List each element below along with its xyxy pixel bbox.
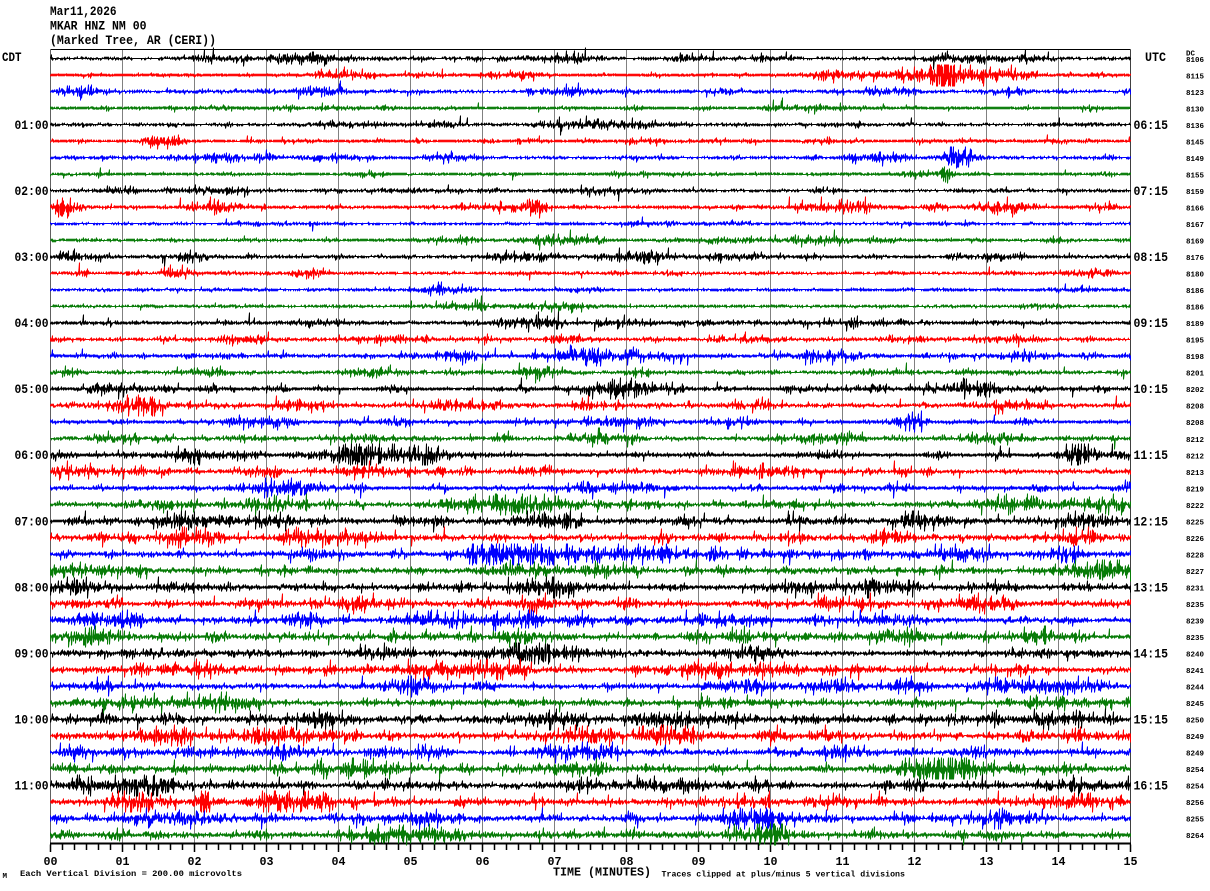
svg-text:8149: 8149 — [1186, 156, 1204, 164]
svg-text:8212: 8212 — [1186, 453, 1204, 461]
svg-text:15:15: 15:15 — [1134, 714, 1169, 728]
svg-text:8213: 8213 — [1186, 470, 1204, 478]
svg-text:DC: DC — [1186, 51, 1195, 59]
svg-text:03:00: 03:00 — [15, 251, 49, 265]
svg-text:04: 04 — [332, 855, 346, 869]
svg-text:8106: 8106 — [1186, 57, 1204, 65]
svg-text:8212: 8212 — [1186, 437, 1204, 445]
svg-text:08:00: 08:00 — [15, 581, 49, 595]
svg-text:8123: 8123 — [1186, 90, 1204, 98]
svg-text:8159: 8159 — [1186, 189, 1204, 197]
svg-text:08:15: 08:15 — [1134, 251, 1169, 265]
svg-text:09: 09 — [692, 855, 706, 869]
svg-text:14:15: 14:15 — [1134, 647, 1169, 661]
svg-text:8198: 8198 — [1186, 354, 1204, 362]
svg-text:16:15: 16:15 — [1134, 780, 1169, 794]
svg-text:8255: 8255 — [1186, 817, 1204, 825]
svg-text:00: 00 — [44, 855, 58, 869]
svg-text:8189: 8189 — [1186, 321, 1204, 329]
svg-text:01:00: 01:00 — [15, 119, 49, 133]
svg-text:Traces clipped at plus/minus 5: Traces clipped at plus/minus 5 vertical … — [662, 870, 906, 880]
svg-text:06:15: 06:15 — [1134, 119, 1169, 133]
svg-text:09:00: 09:00 — [15, 647, 49, 661]
svg-text:8145: 8145 — [1186, 139, 1204, 147]
svg-text:8245: 8245 — [1186, 701, 1204, 709]
svg-text:8226: 8226 — [1186, 536, 1204, 544]
svg-text:10:00: 10:00 — [15, 714, 49, 728]
svg-text:8155: 8155 — [1186, 172, 1204, 180]
svg-text:8115: 8115 — [1186, 73, 1204, 81]
svg-text:02:00: 02:00 — [15, 185, 49, 199]
svg-text:02: 02 — [188, 855, 202, 869]
svg-text:8241: 8241 — [1186, 668, 1204, 676]
svg-text:TIME (MINUTES): TIME (MINUTES) — [553, 867, 651, 880]
svg-text:8225: 8225 — [1186, 519, 1204, 527]
svg-text:12:15: 12:15 — [1134, 515, 1169, 529]
svg-text:Each Vertical Division = 200.: Each Vertical Division = 200.00 microvol… — [20, 869, 242, 879]
svg-text:8228: 8228 — [1186, 552, 1204, 560]
svg-text:8254: 8254 — [1186, 767, 1204, 775]
svg-text:8186: 8186 — [1186, 288, 1204, 296]
svg-text:8244: 8244 — [1186, 685, 1204, 693]
svg-text:8249: 8249 — [1186, 751, 1204, 759]
svg-text:8235: 8235 — [1186, 635, 1204, 643]
svg-text:8208: 8208 — [1186, 420, 1204, 428]
svg-text:08: 08 — [620, 855, 634, 869]
svg-text:10: 10 — [764, 855, 778, 869]
svg-text:UTC: UTC — [1145, 51, 1166, 65]
svg-text:8256: 8256 — [1186, 800, 1204, 808]
svg-text:8219: 8219 — [1186, 486, 1204, 494]
svg-text:8240: 8240 — [1186, 652, 1204, 660]
svg-text:MKAR HNZ NM 00: MKAR HNZ NM 00 — [50, 20, 147, 34]
svg-text:8202: 8202 — [1186, 387, 1204, 395]
svg-text:8264: 8264 — [1186, 833, 1204, 841]
svg-text:8130: 8130 — [1186, 106, 1204, 114]
svg-text:11: 11 — [836, 855, 850, 869]
svg-text:8167: 8167 — [1186, 222, 1204, 230]
svg-text:07: 07 — [548, 855, 562, 869]
svg-text:01: 01 — [116, 855, 130, 869]
svg-text:11:15: 11:15 — [1134, 449, 1169, 463]
svg-text:8180: 8180 — [1186, 272, 1204, 280]
svg-text:13: 13 — [980, 855, 994, 869]
svg-text:Mar11,2026: Mar11,2026 — [50, 5, 117, 19]
svg-text:8201: 8201 — [1186, 371, 1204, 379]
svg-text:07:00: 07:00 — [15, 515, 49, 529]
svg-text:8239: 8239 — [1186, 618, 1204, 626]
svg-text:15: 15 — [1124, 855, 1138, 869]
svg-text:8208: 8208 — [1186, 404, 1204, 412]
svg-text:03: 03 — [260, 855, 274, 869]
svg-text:14: 14 — [1052, 855, 1066, 869]
svg-text:M: M — [3, 873, 8, 881]
svg-text:8249: 8249 — [1186, 734, 1204, 742]
svg-text:06: 06 — [476, 855, 490, 869]
svg-text:04:00: 04:00 — [15, 317, 49, 331]
svg-text:8235: 8235 — [1186, 602, 1204, 610]
svg-text:12: 12 — [908, 855, 922, 869]
svg-text:8169: 8169 — [1186, 239, 1204, 247]
svg-text:06:00: 06:00 — [15, 449, 49, 463]
svg-text:8136: 8136 — [1186, 123, 1204, 131]
svg-text:13:15: 13:15 — [1134, 581, 1169, 595]
svg-text:CDT: CDT — [2, 51, 22, 65]
svg-text:07:15: 07:15 — [1134, 185, 1169, 199]
svg-text:05:00: 05:00 — [15, 383, 49, 397]
svg-text:8166: 8166 — [1186, 205, 1204, 213]
svg-text:8254: 8254 — [1186, 784, 1204, 792]
svg-text:05: 05 — [404, 855, 418, 869]
svg-text:8227: 8227 — [1186, 569, 1204, 577]
svg-text:8176: 8176 — [1186, 255, 1204, 263]
svg-text:8250: 8250 — [1186, 718, 1204, 726]
svg-text:11:00: 11:00 — [15, 780, 49, 794]
svg-text:8195: 8195 — [1186, 338, 1204, 346]
svg-text:8186: 8186 — [1186, 305, 1204, 313]
svg-text:(Marked Tree, AR (CERI)): (Marked Tree, AR (CERI)) — [50, 34, 216, 48]
svg-text:8231: 8231 — [1186, 585, 1204, 593]
svg-text:10:15: 10:15 — [1134, 383, 1169, 397]
svg-text:8222: 8222 — [1186, 503, 1204, 511]
svg-text:09:15: 09:15 — [1134, 317, 1169, 331]
